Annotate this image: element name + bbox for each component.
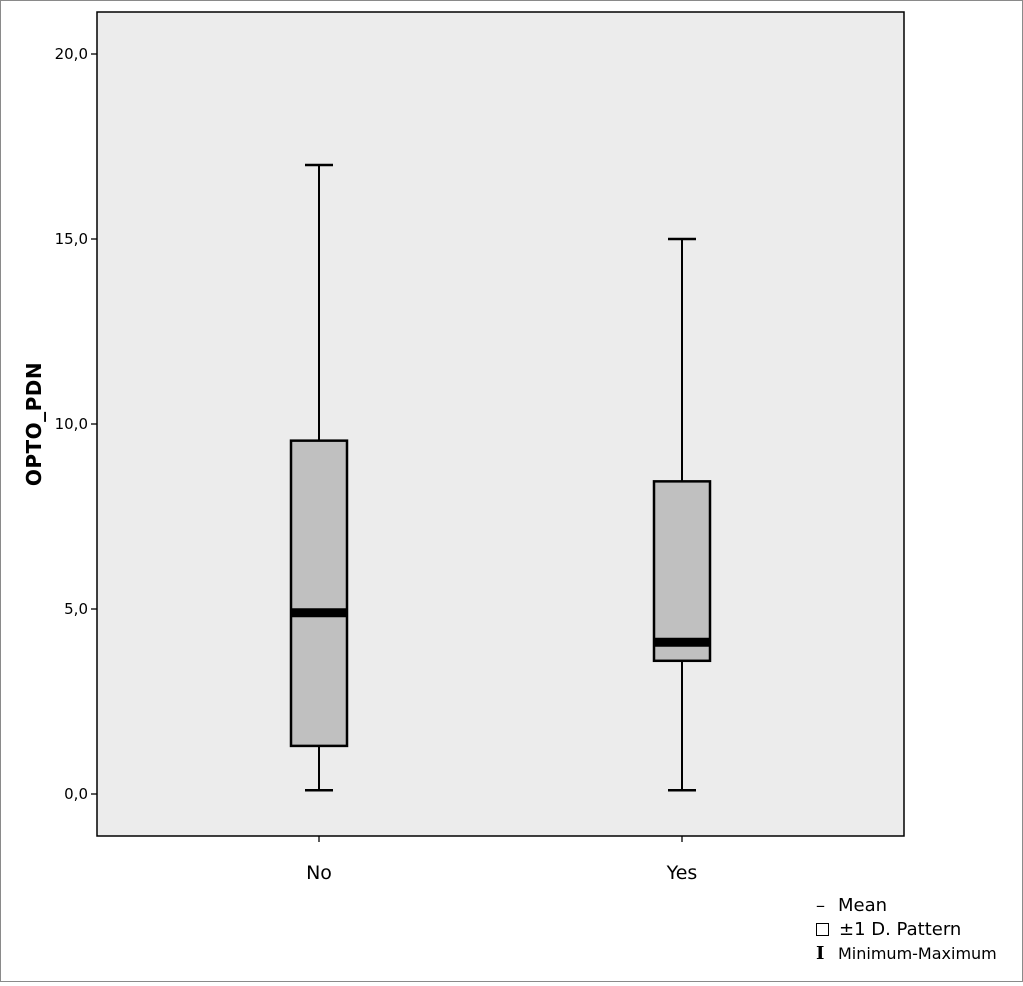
box-yes bbox=[652, 237, 712, 792]
y-tick-label: 15,0 bbox=[55, 230, 88, 248]
y-axis: 0,0 5,0 10,0 15,0 20,0 bbox=[55, 45, 97, 803]
y-tick-label: 0,0 bbox=[64, 785, 88, 803]
legend-range-label: Minimum-Maximum bbox=[838, 943, 997, 963]
box-square-icon bbox=[816, 922, 829, 936]
y-tick-label: 5,0 bbox=[64, 600, 88, 618]
y-tick-label: 20,0 bbox=[55, 45, 88, 63]
x-category-label: No bbox=[306, 862, 332, 884]
legend-item-mean: – Mean bbox=[816, 893, 997, 917]
y-axis-label: OPTO_PDN bbox=[22, 362, 46, 486]
whisker-i-icon: I bbox=[816, 942, 825, 964]
plot-area bbox=[96, 11, 905, 837]
legend-mean-label: Mean bbox=[838, 894, 888, 916]
x-axis: No Yes bbox=[306, 836, 697, 884]
std-box bbox=[652, 480, 712, 663]
std-box bbox=[289, 439, 349, 748]
boxes-layer bbox=[289, 163, 712, 792]
box-no bbox=[289, 163, 349, 792]
y-tick-label: 10,0 bbox=[55, 415, 88, 433]
legend-item-std: ±1 D. Pattern bbox=[816, 917, 997, 941]
legend-std-label: ±1 D. Pattern bbox=[839, 918, 962, 940]
mean-dash-icon: – bbox=[816, 894, 825, 916]
legend: – Mean ±1 D. Pattern I Minimum-Maximum bbox=[816, 893, 997, 965]
legend-item-range: I Minimum-Maximum bbox=[816, 941, 997, 965]
x-category-label: Yes bbox=[666, 862, 698, 884]
